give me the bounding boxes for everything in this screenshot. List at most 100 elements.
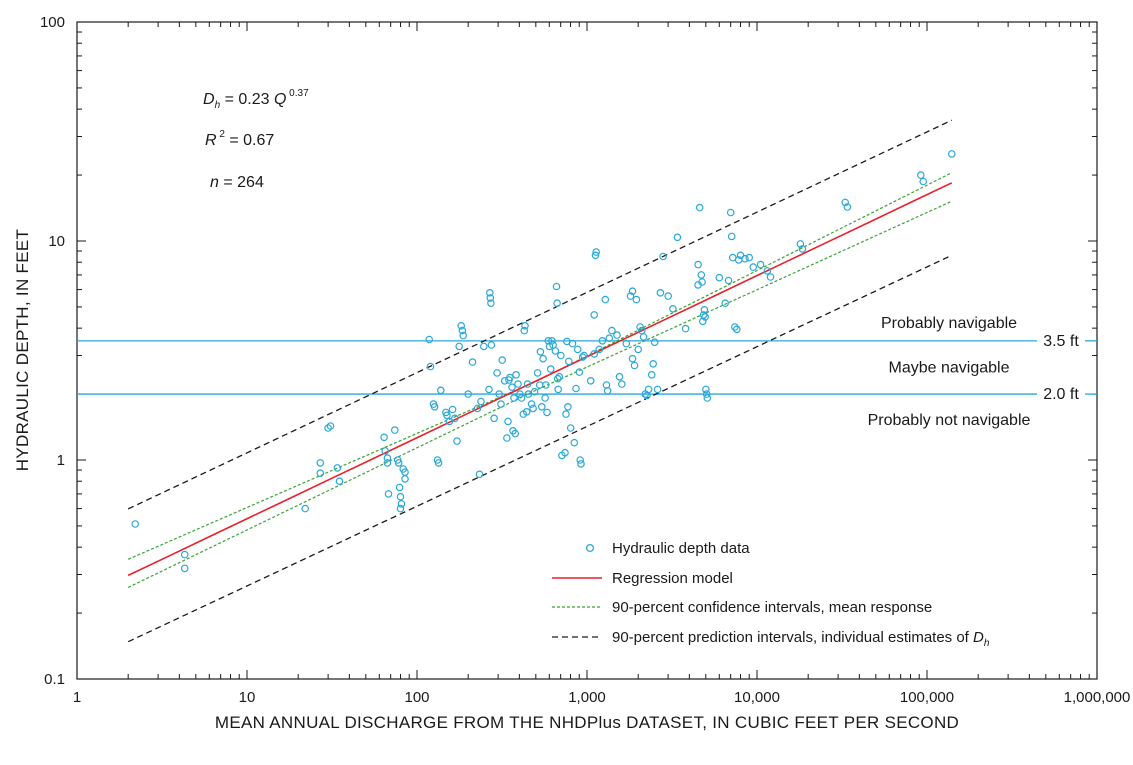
data-point <box>516 390 524 398</box>
data-point <box>763 267 772 275</box>
data-point <box>490 414 498 423</box>
data-point <box>699 311 708 319</box>
x-tick-label: 100,000 <box>900 689 954 706</box>
data-point <box>401 475 409 483</box>
eq-n-value: = 264 <box>219 174 264 191</box>
threshold-label: 2.0 ft <box>1043 386 1079 403</box>
data-point <box>721 299 730 308</box>
data-point <box>451 414 459 423</box>
x-tick-label: 1,000,000 <box>1064 689 1131 706</box>
legend-label-regression: Regression model <box>612 570 733 587</box>
eq-r-var: R <box>205 132 217 149</box>
y-tick-label: 10 <box>48 233 65 250</box>
zone-label-lower: Probably not navigable <box>868 412 1031 429</box>
data-point <box>570 438 579 447</box>
data-point <box>603 386 612 395</box>
legend: Hydraulic depth data Regression model 90… <box>552 540 990 649</box>
data-point <box>659 252 667 261</box>
data-point <box>796 240 805 248</box>
data-point <box>425 335 434 344</box>
regression-line <box>127 182 953 577</box>
data-point <box>535 381 544 389</box>
data-point <box>798 245 807 253</box>
data-point <box>732 325 741 334</box>
zone-label-upper: Probably navigable <box>881 315 1017 332</box>
data-point <box>383 459 392 467</box>
zone-labels: Probably navigable Maybe navigable Probabl… <box>868 315 1031 429</box>
data-point <box>639 333 648 341</box>
data-point <box>537 402 546 411</box>
data-point <box>669 304 677 313</box>
eq-h-sub: h <box>215 100 221 111</box>
tick-labels: 1 10 100 1,000 10,000 100,000 1,000,000 0.1 1 10 1… <box>40 14 1130 706</box>
x-tick-label: 100 <box>404 689 429 706</box>
eq-r-sup: 2 <box>217 129 226 140</box>
data-point <box>664 292 673 300</box>
data-point <box>485 288 494 297</box>
data-point <box>529 404 537 413</box>
eq-q-var: Q <box>274 91 286 108</box>
data-point <box>434 459 443 467</box>
data-point <box>562 410 570 418</box>
y-tick-label: 100 <box>40 14 65 31</box>
data-point <box>453 437 461 445</box>
data-point <box>766 273 775 281</box>
plot-frame <box>76 21 1098 680</box>
y-axis-title: HYDRAULIC DEPTH, IN FEET <box>13 229 32 471</box>
data-point <box>493 369 501 377</box>
data-point <box>564 357 573 366</box>
data-point <box>653 385 662 394</box>
data-point <box>656 288 665 297</box>
data-point <box>523 380 532 388</box>
equation-r2: R 2 = 0.67 <box>205 129 274 149</box>
data-point <box>458 326 467 335</box>
data-point <box>316 469 325 478</box>
data-point <box>636 323 644 331</box>
data-point <box>506 373 514 382</box>
data-point <box>715 273 724 282</box>
data-point <box>539 354 547 363</box>
data-point <box>553 374 562 383</box>
legend-label-data: Hydraulic depth data <box>612 540 750 557</box>
data-point <box>301 504 310 513</box>
data-point <box>487 299 495 308</box>
data-point <box>608 326 616 335</box>
data-point <box>590 350 599 358</box>
data-point <box>380 433 388 442</box>
data-point <box>504 417 512 426</box>
eq-d-var: D <box>203 91 215 108</box>
data-point <box>473 404 482 413</box>
data-point <box>436 386 445 395</box>
data-point <box>512 370 520 379</box>
data-point <box>521 321 529 330</box>
data-point <box>701 313 709 321</box>
data-point <box>443 411 451 420</box>
data-point <box>586 376 595 385</box>
data-point <box>487 341 496 349</box>
data-point <box>430 402 439 411</box>
data-point <box>617 380 626 388</box>
data-point <box>495 390 503 398</box>
data-point <box>536 347 545 356</box>
data-point <box>681 324 690 333</box>
data-point <box>601 295 610 304</box>
x-tick-label: 1,000 <box>568 689 606 706</box>
data-point <box>590 311 599 319</box>
data-point <box>457 321 466 330</box>
data-point <box>841 198 850 207</box>
data-point <box>741 254 749 263</box>
x-axis-title: MEAN ANNUAL DISCHARGE FROM THE NHDPlus D… <box>215 713 959 732</box>
confidence-interval-upper <box>127 172 953 560</box>
data-point <box>615 372 624 381</box>
data-point <box>568 339 577 348</box>
data-point <box>650 338 659 347</box>
data-point <box>464 390 473 398</box>
data-point <box>498 356 507 364</box>
x-tick-label: 10 <box>239 689 256 706</box>
data-point <box>698 278 706 286</box>
data-point <box>548 336 556 345</box>
eq-exponent: 0.37 <box>286 88 309 99</box>
data-point <box>477 397 485 406</box>
x-tick-label: 10,000 <box>734 689 780 706</box>
